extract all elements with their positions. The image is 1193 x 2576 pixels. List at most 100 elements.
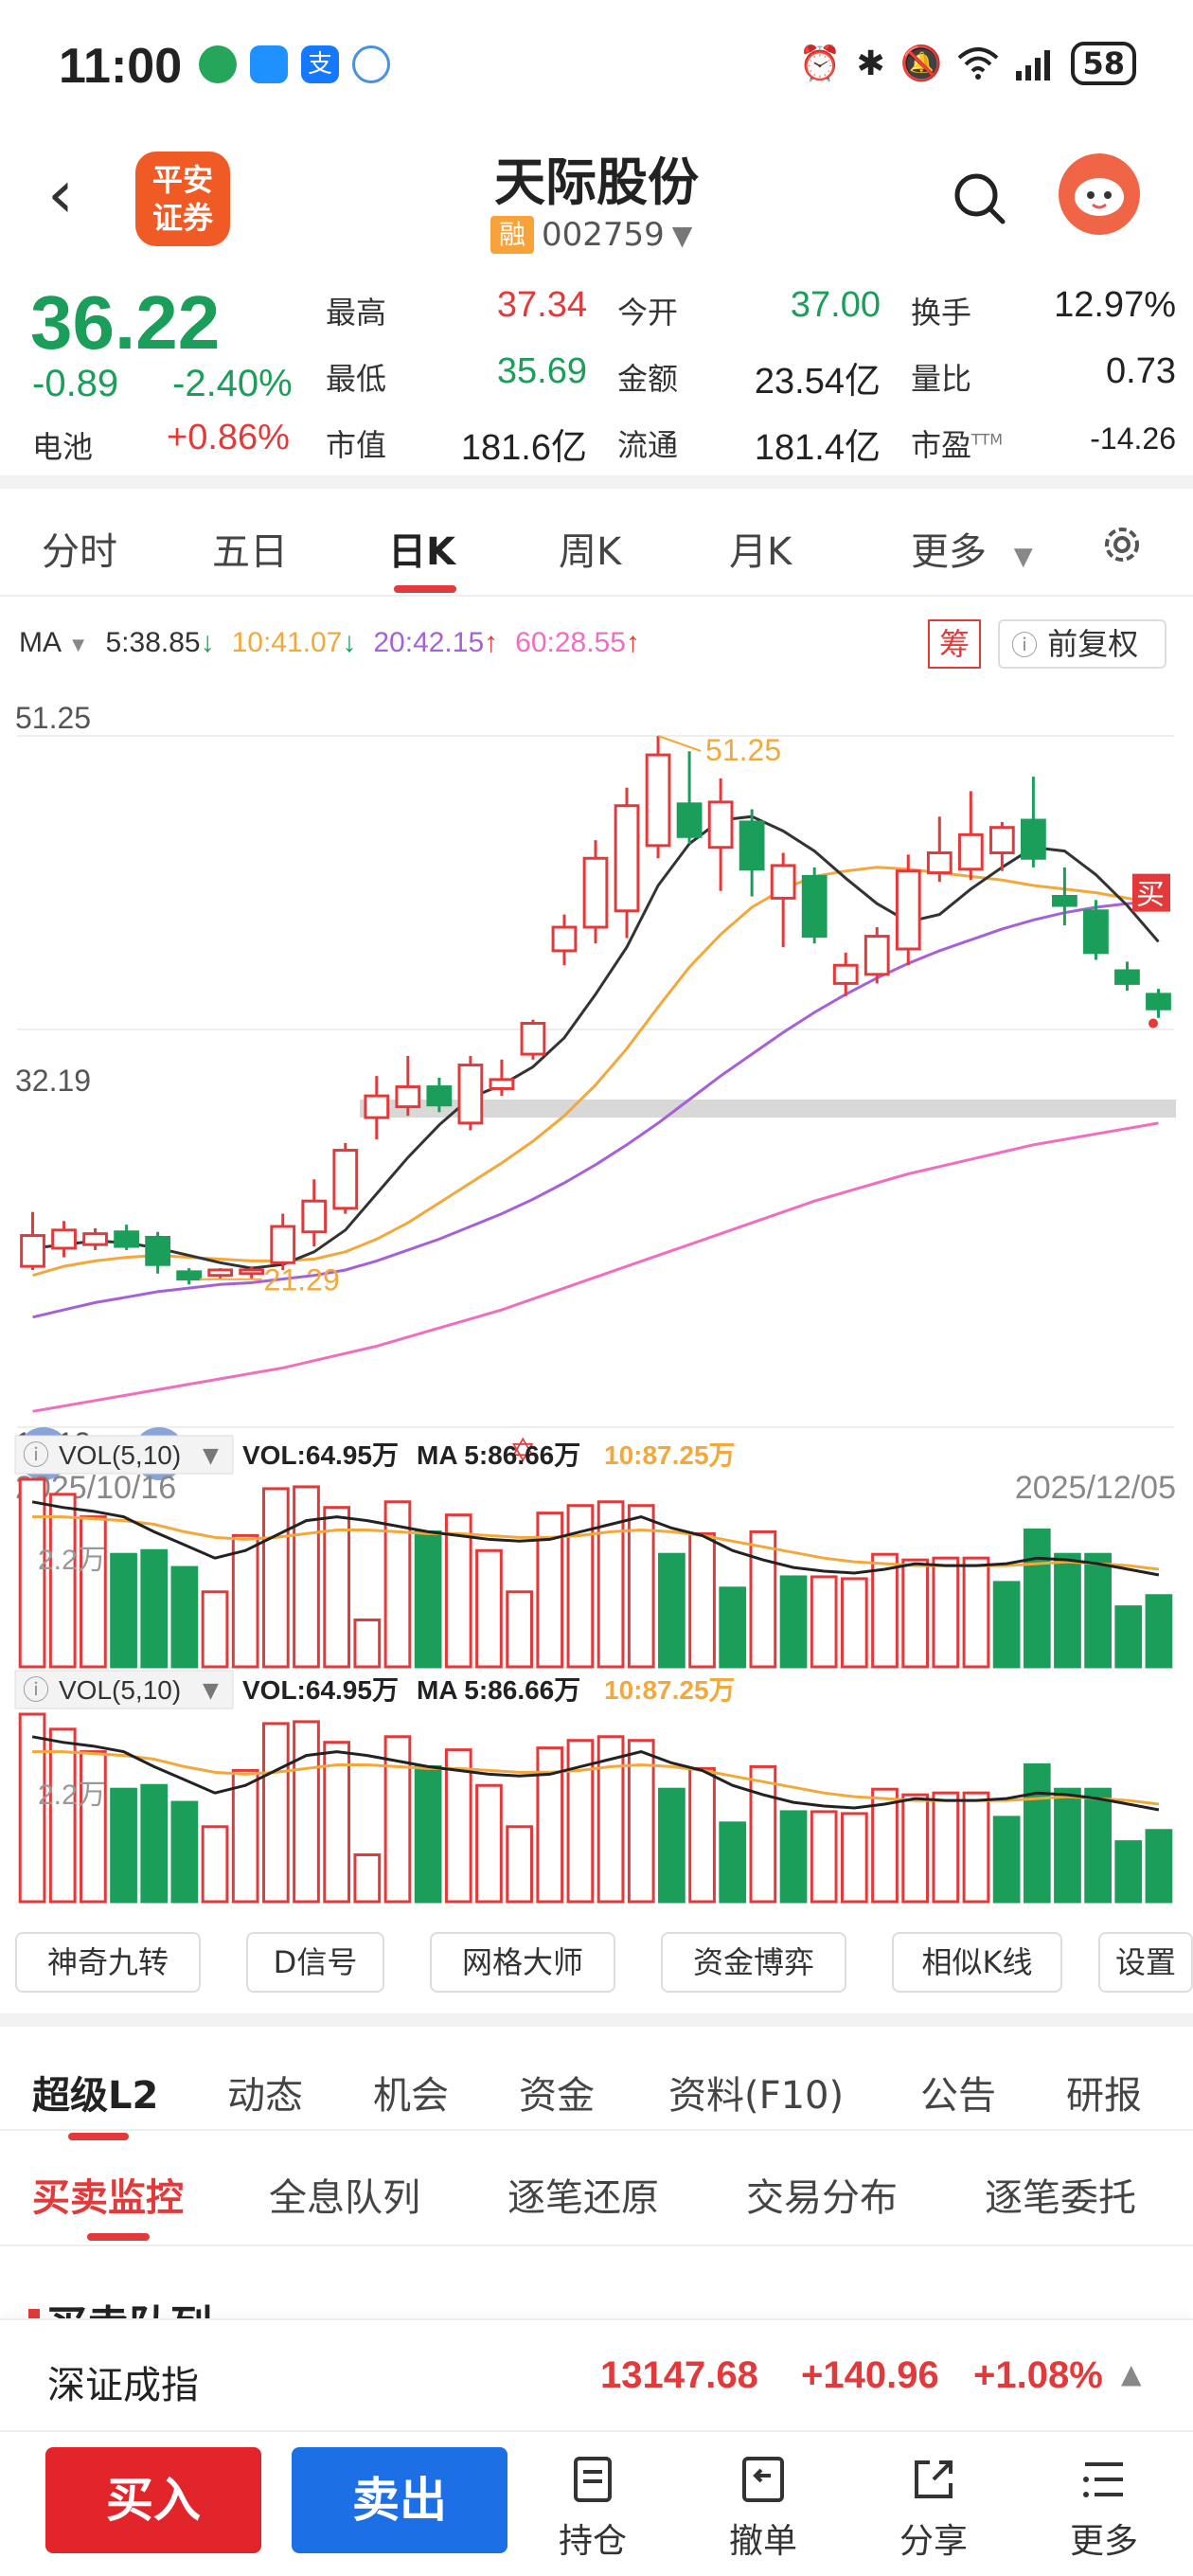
volume-bar bbox=[749, 1764, 777, 1904]
ma5-legend-value: 5:38.85 bbox=[105, 627, 201, 658]
nav-position[interactable]: 持仓 bbox=[536, 2453, 650, 2563]
volume-axis-label: 2.2万 bbox=[38, 1545, 106, 1576]
volume-chart-2[interactable]: ⓘ VOL(5,10) ▼ VOL:64.95万 MA 5:86.66万 10:87.25… bbox=[0, 1667, 1193, 1904]
gear-icon[interactable] bbox=[1098, 521, 1146, 568]
sector-name[interactable]: 电池 bbox=[32, 429, 94, 465]
volume-bar bbox=[658, 1552, 686, 1669]
open-value: 37.00 bbox=[790, 285, 881, 325]
tab-five-day[interactable]: 五日 bbox=[212, 530, 288, 574]
wifi-icon bbox=[958, 47, 999, 80]
candle-body bbox=[82, 1232, 108, 1246]
tab-full-queue[interactable]: 全息队列 bbox=[269, 2176, 420, 2220]
volume-indicator-name: VOL(5,10) bbox=[59, 1440, 181, 1470]
status-time: 11:00 bbox=[59, 39, 183, 94]
candle-body bbox=[957, 832, 984, 871]
nav-cancel-order-label: 撤单 bbox=[728, 2522, 797, 2561]
tab-daily-k[interactable]: 日K bbox=[388, 530, 455, 574]
adjustment-selector[interactable]: ⓘ 前复权 bbox=[998, 619, 1166, 669]
tool-fund-game[interactable]: 资金博弈 bbox=[661, 1932, 846, 1993]
candle-body bbox=[364, 1094, 390, 1119]
kline-chart-area: MA ▼ 5:38.85↓ 10:41.07↓ 20:42.15↑ 60:28.… bbox=[0, 599, 1193, 1924]
tool-settings[interactable]: 设置 bbox=[1098, 1932, 1193, 1993]
status-bar: 11:00 支 ⏰ ✱ 🔕 58 bbox=[0, 0, 1193, 133]
sell-button[interactable]: 卖出 bbox=[292, 2447, 507, 2553]
candle-body bbox=[582, 856, 609, 929]
volume-bar bbox=[992, 1581, 1021, 1669]
index-name: 深证成指 bbox=[47, 2364, 199, 2407]
candle-body bbox=[645, 753, 671, 848]
tab-news[interactable]: 动态 bbox=[227, 2074, 303, 2118]
volume-bar bbox=[323, 1506, 351, 1669]
ma60-legend: 60:28.55↑ bbox=[515, 627, 640, 659]
ma-legend[interactable]: MA ▼ 5:38.85↓ 10:41.07↓ 20:42.15↑ 60:28.… bbox=[19, 627, 640, 659]
volume-chart-1[interactable]: ⓘ VOL(5,10) ▼ VOL:64.95万 MA 5:86.66万 10:87.25… bbox=[0, 1432, 1193, 1669]
volume-bar bbox=[962, 1556, 990, 1669]
event-star-icon: ✡ bbox=[509, 1432, 537, 1470]
cancel-order-icon bbox=[742, 2457, 784, 2502]
tab-opportunity[interactable]: 机会 bbox=[373, 2074, 449, 2118]
candle-body bbox=[270, 1225, 296, 1264]
tab-order-monitor[interactable]: 买卖监控 bbox=[32, 2176, 184, 2220]
index-change: +140.96 bbox=[801, 2354, 939, 2396]
high-marker-label: 51.25 bbox=[705, 733, 781, 767]
volume-bar bbox=[383, 1735, 412, 1904]
back-icon[interactable]: ‹ bbox=[47, 155, 74, 233]
tool-d-signal[interactable]: D信号 bbox=[246, 1932, 384, 1993]
volume-ratio-value: 0.73 bbox=[1106, 351, 1176, 391]
tab-f10[interactable]: 资料(F10) bbox=[668, 2074, 845, 2118]
tab-intraday[interactable]: 分时 bbox=[42, 530, 117, 574]
volume-bar bbox=[293, 1485, 320, 1669]
high-label: 最高 bbox=[326, 295, 387, 331]
sector-change[interactable]: +0.86% bbox=[167, 418, 290, 457]
volume-bar bbox=[901, 1558, 930, 1669]
alarm-icon: ⏰ bbox=[798, 45, 842, 83]
tab-super-l2[interactable]: 超级L2 bbox=[32, 2074, 159, 2118]
index-value: 13147.68 bbox=[600, 2354, 758, 2396]
tool-nine-turn[interactable]: 神奇九转 bbox=[15, 1932, 201, 1993]
nav-more[interactable]: 更多 bbox=[1047, 2453, 1161, 2563]
volume-bar bbox=[110, 1787, 137, 1904]
volume-value: VOL:64.95万 bbox=[242, 1675, 399, 1705]
pe-label-text: 市盈 bbox=[911, 427, 972, 463]
volume-bar bbox=[688, 1531, 716, 1669]
tab-announcements[interactable]: 公告 bbox=[920, 2074, 996, 2118]
tab-trade-distribution[interactable]: 交易分布 bbox=[746, 2176, 898, 2220]
volume-bar bbox=[719, 1586, 747, 1669]
tab-funds[interactable]: 资金 bbox=[519, 2074, 595, 2118]
volume-bar bbox=[170, 1565, 199, 1669]
volume-bar bbox=[261, 1722, 290, 1904]
info-icon: ⓘ bbox=[23, 1674, 49, 1706]
tool-grid-master[interactable]: 网格大师 bbox=[430, 1932, 615, 1993]
tab-weekly-k[interactable]: 周K bbox=[559, 530, 622, 574]
stock-header: ‹ 平安 证券 天际股份 融 002759 ▼ bbox=[0, 133, 1193, 270]
ma60-legend-value: 60:28.55 bbox=[515, 627, 626, 658]
tool-similar-kline[interactable]: 相似K线 bbox=[892, 1932, 1062, 1993]
volume-dropdown-icon: ▼ bbox=[203, 1444, 219, 1468]
volume-indicator-name: VOL(5,10) bbox=[59, 1675, 181, 1705]
tab-research[interactable]: 研报 bbox=[1066, 2074, 1142, 2118]
index-ticker[interactable]: 深证成指 13147.68 +140.96 +1.08% ▲ bbox=[0, 2318, 1193, 2430]
broker-logo[interactable]: 平安 证券 bbox=[135, 152, 230, 246]
last-price-dot bbox=[1148, 1018, 1158, 1029]
kline-chart[interactable]: 51.2532.1913.1351.2521.29买»✡2025/10/1620… bbox=[0, 674, 1193, 1508]
candle-body bbox=[395, 1085, 421, 1109]
tab-monthly-k[interactable]: 月K bbox=[729, 530, 792, 574]
expand-up-icon[interactable]: ▲ bbox=[1121, 2358, 1142, 2389]
tab-more[interactable]: 更多 ▼ bbox=[911, 521, 1033, 576]
stock-code-selector[interactable]: 融 002759 ▼ bbox=[490, 216, 692, 254]
chip-distribution-button[interactable]: 筹 bbox=[928, 619, 981, 669]
signal-icon bbox=[1016, 50, 1051, 80]
ma5-legend: 5:38.85↓ bbox=[105, 627, 214, 659]
volume-bar bbox=[475, 1548, 503, 1669]
candle-body bbox=[457, 1064, 484, 1125]
mute-icon: 🔕 bbox=[899, 45, 943, 83]
search-icon[interactable] bbox=[952, 170, 1008, 227]
tab-tick-orders[interactable]: 逐笔委托 bbox=[985, 2176, 1136, 2220]
volume-ratio-label: 量比 bbox=[911, 361, 972, 397]
nav-share[interactable]: 分享 bbox=[877, 2453, 990, 2563]
assistant-avatar[interactable] bbox=[1059, 153, 1140, 235]
tab-tick-restore[interactable]: 逐笔还原 bbox=[507, 2176, 659, 2220]
buy-button[interactable]: 买入 bbox=[45, 2447, 261, 2553]
nav-cancel-order[interactable]: 撤单 bbox=[706, 2453, 820, 2563]
volume-bar bbox=[596, 1735, 625, 1904]
